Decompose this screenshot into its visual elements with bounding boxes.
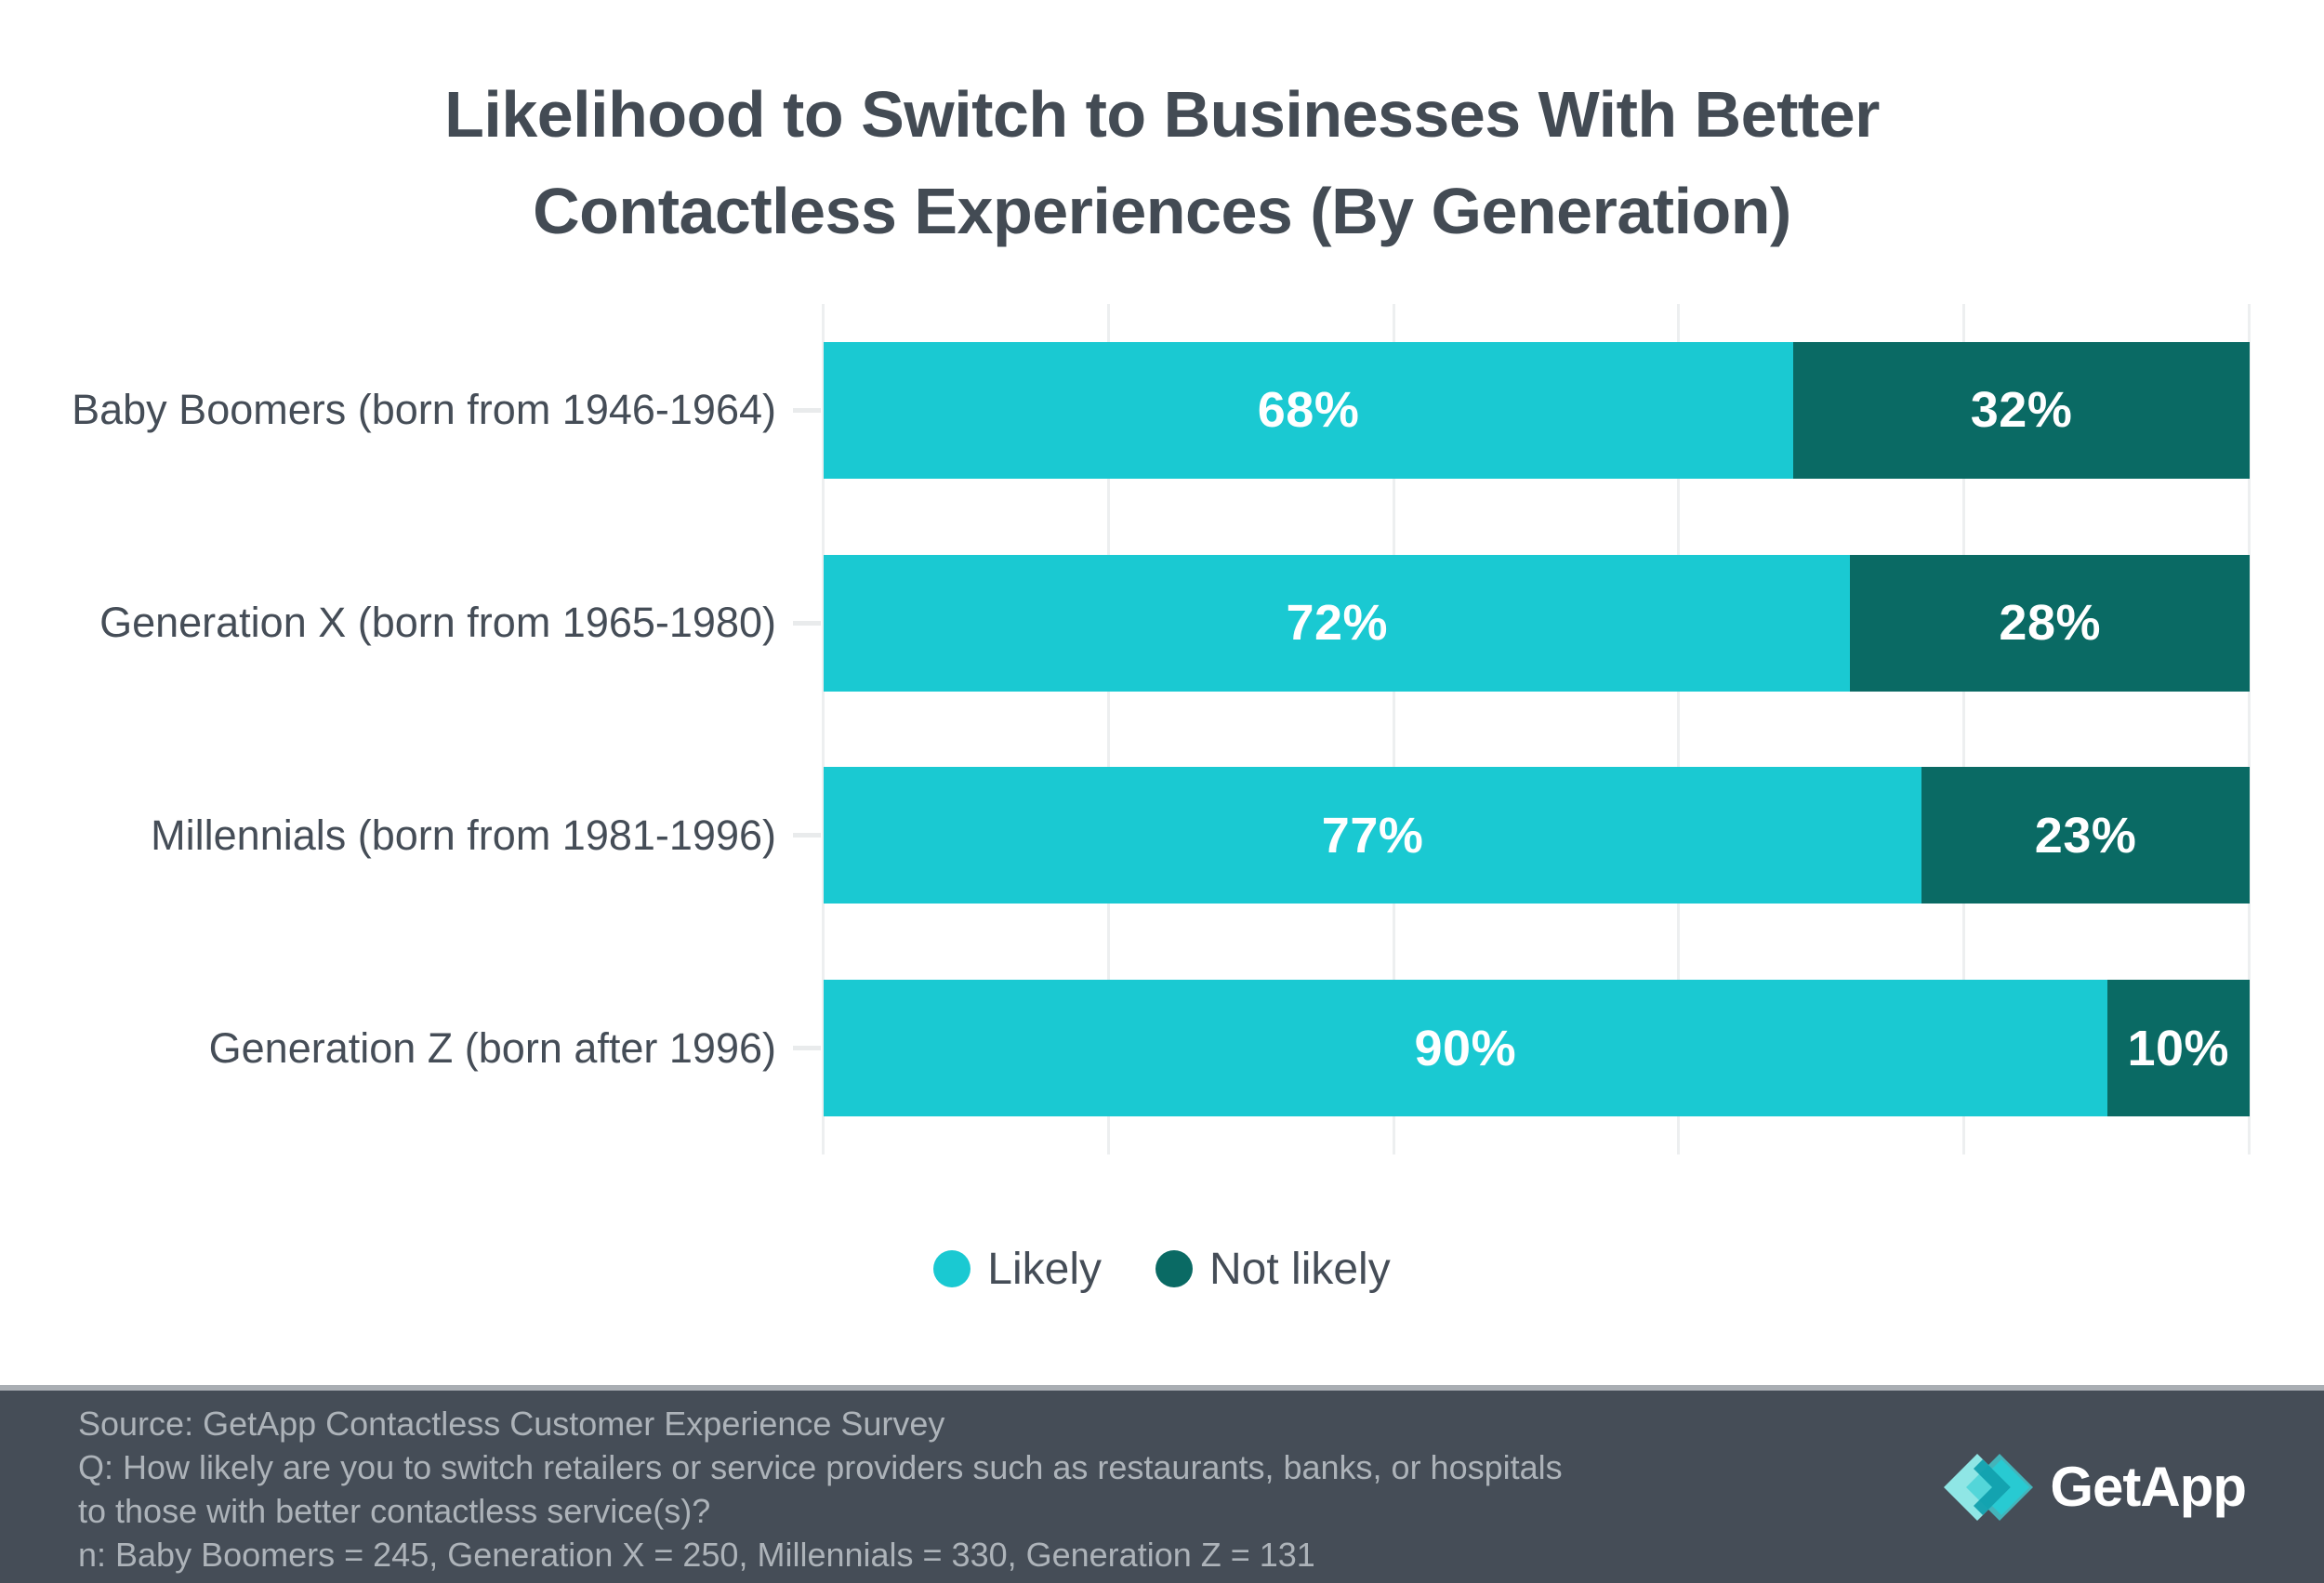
axis-tick xyxy=(793,407,821,413)
footer-source: Source: GetApp Contactless Customer Expe… xyxy=(78,1405,945,1443)
category-label: Generation Z (born after 1996) xyxy=(0,942,824,1154)
chart-title: Likelihood to Switch to Businesses With … xyxy=(0,66,2324,259)
gridline-80 xyxy=(1962,304,1966,1154)
bar-value-label: 28% xyxy=(1999,595,2102,652)
legend-item-likely: Likely xyxy=(933,1244,1102,1295)
footer-text: Source: GetApp Contactless Customer Expe… xyxy=(78,1402,1563,1576)
bar-segment-not-likely: 10% xyxy=(2106,980,2250,1117)
footer: Source: GetApp Contactless Customer Expe… xyxy=(0,1385,2324,1583)
bar-value-label: 23% xyxy=(2034,807,2137,864)
legend-label: Likely xyxy=(987,1244,1102,1294)
category-label-text: Baby Boomers (born from 1946-1964) xyxy=(72,386,776,434)
bar-value-label: 72% xyxy=(1286,595,1389,652)
bar-segment-not-likely: 28% xyxy=(1850,554,2250,692)
bar-segment-likely: 77% xyxy=(824,767,1922,904)
footer-sample-sizes: n: Baby Boomers = 245, Generation X = 25… xyxy=(78,1536,1315,1574)
bar-row: 68% 32% xyxy=(824,304,2250,517)
bar-value-label: 90% xyxy=(1414,1020,1517,1076)
plot-area: 68% 32% 72% 28% 77% 23% 90% 10% xyxy=(822,304,2251,1154)
category-label: Baby Boomers (born from 1946-1964) xyxy=(0,304,824,517)
gridline-60 xyxy=(1677,304,1681,1154)
category-label: Millennials (born from 1981-1996) xyxy=(0,730,824,943)
gridline-40 xyxy=(1392,304,1395,1154)
category-label-text: Generation X (born from 1965-1980) xyxy=(99,599,776,647)
gridlines xyxy=(822,304,2251,1154)
bar-row: 72% 28% xyxy=(824,517,2250,730)
gridline-100 xyxy=(2248,304,2251,1154)
bar-segment-likely: 68% xyxy=(824,341,1794,479)
legend: Likely Not likely xyxy=(0,1229,2324,1309)
stacked-bar: 68% 32% xyxy=(824,341,2250,479)
bar-value-label: 10% xyxy=(2127,1020,2230,1076)
chart-title-line1: Likelihood to Switch to Businesses With … xyxy=(444,77,1880,151)
stacked-bar: 90% 10% xyxy=(824,980,2250,1117)
legend-dot-icon xyxy=(933,1250,971,1287)
gridline-20 xyxy=(1106,304,1110,1154)
legend-dot-icon xyxy=(1155,1250,1193,1287)
getapp-logo: GetApp xyxy=(1940,1446,2247,1528)
getapp-logo-text: GetApp xyxy=(2050,1456,2247,1518)
axis-tick xyxy=(793,1046,821,1051)
gridline-0 xyxy=(822,304,825,1154)
bar-row: 90% 10% xyxy=(824,942,2250,1154)
bar-row: 77% 23% xyxy=(824,730,2250,943)
legend-label: Not likely xyxy=(1209,1244,1391,1294)
chart-title-line2: Contactless Experiences (By Generation) xyxy=(533,174,1791,247)
axis-tick xyxy=(793,833,821,838)
getapp-logo-mark-icon xyxy=(1944,1453,2034,1521)
bar-segment-not-likely: 32% xyxy=(1793,341,2250,479)
bar-value-label: 68% xyxy=(1257,382,1360,439)
bar-value-label: 77% xyxy=(1321,807,1424,864)
category-label-text: Generation Z (born after 1996) xyxy=(208,1023,776,1072)
axis-tick xyxy=(793,620,821,626)
bar-rows: 68% 32% 72% 28% 77% 23% 90% 10% xyxy=(824,304,2250,1154)
bar-segment-likely: 90% xyxy=(824,980,2107,1117)
bar-chart: Baby Boomers (born from 1946-1964) Genera… xyxy=(0,304,2324,1154)
stacked-bar: 77% 23% xyxy=(824,767,2250,904)
bar-value-label: 32% xyxy=(1970,382,2073,439)
legend-item-not-likely: Not likely xyxy=(1155,1244,1391,1295)
bar-segment-likely: 72% xyxy=(824,554,1851,692)
category-label-text: Millennials (born from 1981-1996) xyxy=(151,811,776,859)
footer-question: Q: How likely are you to switch retailer… xyxy=(78,1448,1563,1530)
bar-segment-not-likely: 23% xyxy=(1921,767,2250,904)
category-labels: Baby Boomers (born from 1946-1964) Genera… xyxy=(0,304,824,1154)
category-label: Generation X (born from 1965-1980) xyxy=(0,517,824,730)
stacked-bar: 72% 28% xyxy=(824,554,2250,692)
